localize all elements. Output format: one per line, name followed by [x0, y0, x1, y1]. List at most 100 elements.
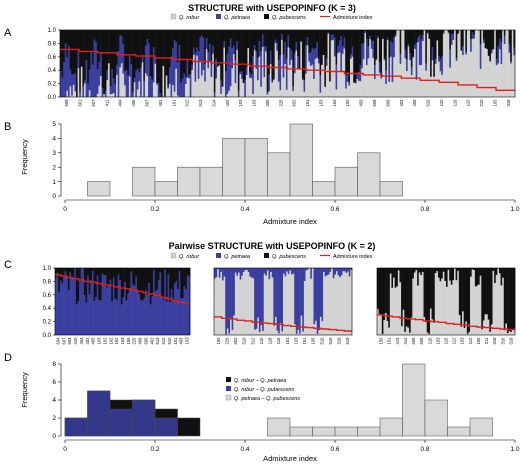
panel-c1-bar-segment — [154, 268, 157, 292]
panel-c3-bar-segment — [489, 331, 492, 335]
panel-c3-bar-segment — [412, 268, 415, 279]
panel-a-bar-segment — [66, 30, 69, 58]
panel-c3-bar-segment — [388, 268, 391, 328]
panel-a-bar-segment — [289, 30, 291, 48]
panel-c2-bar-segment — [294, 324, 297, 335]
panel-a-bar-segment — [111, 30, 114, 70]
panel-c1-bar-segment — [87, 275, 90, 335]
panel-c3-bar-segment — [380, 268, 383, 316]
panel-a-bar-segment — [104, 30, 107, 91]
panel-a-bar-segment — [390, 30, 392, 42]
panel-a-bar-segment — [68, 46, 70, 97]
panel-a-bar-segment — [513, 55, 516, 97]
panel-c3-xtick-label: 318 — [492, 337, 497, 345]
panel-c1-bar-segment — [146, 294, 149, 335]
panel-c1-bar-segment — [183, 268, 186, 287]
panel-c1-bar-segment — [170, 268, 173, 290]
panel-c2-bar-segment — [276, 268, 279, 331]
panel-c1-xtick-label: 103 — [185, 337, 190, 345]
panel-a-bar-segment — [215, 78, 218, 97]
panel-a-bar-segment — [335, 89, 338, 97]
panel-c2-bar-segment — [308, 268, 311, 335]
panel-d-xtick-label: 1.0 — [510, 446, 519, 453]
panel-a-bar-segment — [255, 51, 258, 69]
panel-c2-bar-segment — [273, 268, 276, 326]
panel-c3-bar-segment — [381, 268, 384, 334]
panel-a-bar-segment — [140, 67, 143, 97]
panel-a-bar-segment — [298, 68, 301, 97]
panel-a-bar-segment — [74, 73, 77, 92]
panel-a-bar-segment — [197, 51, 200, 79]
panel-a-bar-segment — [447, 30, 450, 33]
panel-a-bar-segment — [438, 55, 440, 62]
panel-c3-xtick-label: 316 — [500, 337, 505, 345]
panel-a-bar-segment — [191, 30, 194, 65]
panel-c3-bar-segment — [500, 285, 503, 335]
panel-c1-bar-segment — [90, 268, 93, 281]
panel-a-bar-segment — [77, 51, 80, 69]
panel-a-bar-segment — [196, 47, 199, 56]
panel-a-bar-segment — [492, 30, 495, 50]
panel-a-bar-segment — [109, 30, 112, 87]
panel-c2-bar-segment — [241, 268, 244, 276]
panel-a-bar-segment — [497, 30, 500, 47]
panel-c3-bar-segment — [436, 268, 439, 271]
panel-c1-bar-segment — [114, 268, 117, 299]
panel-a-bar-segment — [268, 30, 271, 75]
panel-a-bar-segment — [439, 71, 442, 97]
panel-a-bar-segment — [425, 63, 428, 71]
panel-a-group — [58, 29, 516, 98]
panel-c2-bar-segment — [316, 334, 319, 335]
panel-c2-bar-segment — [239, 268, 242, 280]
panel-a-bar-segment — [337, 53, 340, 97]
panel-c1-bar-segment — [156, 268, 159, 290]
panel-d-bar — [289, 426, 313, 437]
panel-c3-bar-segment — [405, 268, 408, 327]
panel-a-bar-segment — [380, 30, 383, 75]
panel-c2-bar-segment — [215, 277, 218, 335]
panel-a-bar-segment — [396, 30, 399, 97]
panel-a-bar-segment — [446, 30, 449, 97]
panel-c2-bar-segment — [291, 274, 293, 335]
panel-a-bar-segment — [95, 30, 98, 43]
panel-c1-xtick-label: 153 — [120, 337, 125, 345]
panel-a-bar-segment — [109, 94, 112, 97]
panel-c1-bar-segment — [96, 268, 99, 276]
panel-c1-bar-segment — [157, 280, 160, 335]
panel-c1-bar-segment — [153, 268, 155, 271]
panel-a-bar-segment — [393, 30, 396, 38]
panel-a-bar-segment — [292, 86, 295, 92]
panel-a-bar-segment — [420, 39, 423, 65]
panel-c1-bar-segment — [186, 268, 189, 276]
panel-a-bar-segment — [167, 86, 170, 89]
panel-c1-bar-segment — [109, 279, 112, 335]
panel-c1-bar-segment — [75, 304, 78, 335]
panel-a-bar-segment — [390, 41, 392, 57]
panel-a-bar-segment — [290, 59, 293, 97]
panel-c2-bar-segment — [215, 268, 218, 278]
panel-a-bar-segment — [412, 56, 415, 58]
panel-c2-bar-segment — [297, 329, 300, 335]
panel-a-bar-segment — [116, 74, 118, 97]
panel-c1-bar-segment — [133, 285, 136, 335]
panel-c3-bar-segment — [388, 327, 391, 335]
panel-a-bar-segment — [98, 62, 101, 86]
panel-c2-bar-segment — [268, 268, 271, 280]
panel-c3-xtick-label: 112 — [468, 337, 473, 344]
panel-a-bar-segment — [333, 30, 336, 38]
panel-a-bar-segment — [255, 30, 258, 52]
panel-a-bar-segment — [473, 34, 476, 39]
panel-c2-bar-segment — [340, 268, 343, 276]
panel-a-bar-segment — [202, 38, 205, 70]
panel-c3-bar-segment — [399, 282, 402, 335]
panel-c3-bar-segment — [466, 333, 469, 335]
panel-c2-bar-segment — [345, 268, 348, 273]
panel-c1-bar-segment — [106, 287, 109, 335]
panel-a-bar-segment — [361, 68, 364, 97]
panel-c2-bar-segment — [345, 272, 348, 335]
panel-a-bar-segment — [346, 72, 349, 82]
panel-c2-bar-segment — [246, 269, 248, 335]
panel-a-bar-segment — [495, 59, 498, 66]
panel-a-bar-segment — [434, 58, 437, 64]
panel-a-bar-segment — [450, 34, 453, 45]
